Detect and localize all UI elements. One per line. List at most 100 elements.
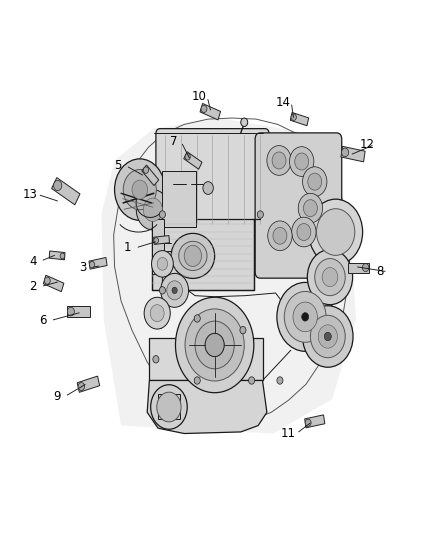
FancyBboxPatch shape [156,128,269,232]
Circle shape [292,217,316,247]
Circle shape [176,297,254,393]
Circle shape [315,259,345,296]
Text: 10: 10 [192,90,207,103]
Circle shape [89,261,95,268]
Bar [154,236,170,245]
Circle shape [307,249,353,305]
Circle shape [151,385,187,429]
Bar [142,165,159,185]
Circle shape [305,419,311,426]
Bar [52,177,80,205]
Circle shape [201,106,207,112]
Text: 5: 5 [114,159,122,172]
Circle shape [123,169,156,210]
Circle shape [150,305,164,321]
Bar [200,103,221,120]
Bar [149,338,262,381]
Text: 14: 14 [276,95,291,109]
Circle shape [298,193,322,223]
Circle shape [157,392,181,422]
Bar [152,219,254,290]
Circle shape [249,377,254,384]
Circle shape [184,245,201,266]
Circle shape [297,223,311,240]
Text: 9: 9 [53,390,61,403]
Circle shape [154,238,159,244]
Bar [43,275,64,292]
Circle shape [115,159,165,220]
Circle shape [318,325,337,348]
Circle shape [161,273,188,308]
Circle shape [295,153,309,170]
Circle shape [309,199,363,265]
Circle shape [342,148,349,157]
Bar [305,415,325,428]
Text: 4: 4 [29,255,36,268]
Circle shape [277,282,333,351]
Circle shape [159,211,166,218]
Text: 6: 6 [39,314,46,327]
Circle shape [172,287,177,294]
Circle shape [53,181,62,190]
Circle shape [203,182,213,195]
Circle shape [67,307,74,316]
Bar [77,376,100,392]
Text: 11: 11 [281,427,296,440]
Bar [162,171,196,227]
Circle shape [78,383,85,391]
Circle shape [44,277,50,284]
Text: 2: 2 [29,280,36,293]
Ellipse shape [171,233,215,278]
Circle shape [291,114,297,120]
Bar [89,257,107,269]
Text: 7: 7 [170,135,177,148]
Circle shape [273,227,287,244]
Circle shape [267,146,291,175]
Ellipse shape [179,241,207,270]
Bar [49,251,65,260]
Circle shape [317,209,355,255]
Circle shape [304,200,318,216]
Text: 12: 12 [360,138,374,151]
Circle shape [159,287,166,294]
Circle shape [144,297,170,329]
Circle shape [362,264,369,271]
Text: 13: 13 [22,188,37,201]
Circle shape [277,377,283,384]
Bar [67,306,90,317]
Circle shape [303,306,353,367]
Text: 3: 3 [80,261,87,274]
Bar [184,152,202,169]
Circle shape [303,167,327,197]
Circle shape [241,118,248,126]
Bar [348,263,369,272]
Text: 1: 1 [124,241,131,254]
Circle shape [143,198,162,221]
Bar [158,394,180,419]
Circle shape [322,268,338,287]
Circle shape [185,309,244,381]
Circle shape [60,253,65,259]
Bar [341,147,365,162]
Circle shape [324,332,331,341]
Circle shape [268,221,292,251]
Circle shape [132,180,148,199]
Circle shape [290,147,314,176]
Circle shape [143,167,148,173]
Circle shape [136,190,170,230]
Circle shape [152,251,173,277]
Circle shape [293,302,318,332]
Circle shape [185,154,191,160]
Text: 8: 8 [376,265,384,278]
Circle shape [302,313,309,321]
Circle shape [195,321,234,369]
Circle shape [167,281,183,300]
Circle shape [240,326,246,334]
Circle shape [194,315,200,322]
Circle shape [157,257,168,270]
Bar [290,112,309,126]
Circle shape [153,356,159,363]
Circle shape [311,316,345,358]
Circle shape [272,152,286,169]
Circle shape [308,173,322,190]
